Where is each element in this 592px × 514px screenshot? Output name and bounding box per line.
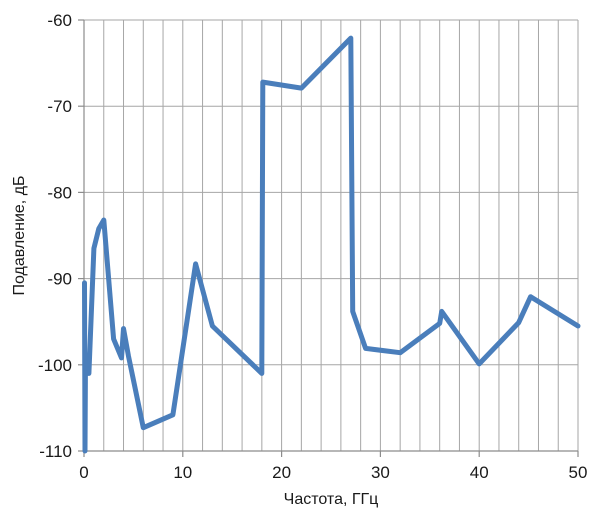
x-tick-label: 20 [272,463,291,482]
y-axis-title: Подавление, дБ [11,175,28,295]
x-axis-title: Частота, ГГц [284,491,379,508]
x-tick-label: 30 [371,463,390,482]
y-tick-label: -110 [39,442,72,461]
series-line [82,35,581,454]
y-tick-label: -90 [47,270,72,289]
series-group [82,35,581,454]
y-tick-label: -60 [47,11,72,30]
x-tick-label: 0 [79,463,88,482]
x-tick-label: 40 [470,463,489,482]
x-tick-labels: 0 10 20 30 40 50 [79,463,587,482]
x-tick-label: 50 [569,463,588,482]
y-tick-label: -70 [47,97,72,116]
grid [83,19,579,452]
y-tick-label: -100 [38,356,72,375]
y-tick-labels: -60 -70 -80 -90 -100 -110 [38,11,72,461]
y-tick-label: -80 [47,183,72,202]
x-tick-label: 10 [173,463,192,482]
axes [78,19,579,457]
